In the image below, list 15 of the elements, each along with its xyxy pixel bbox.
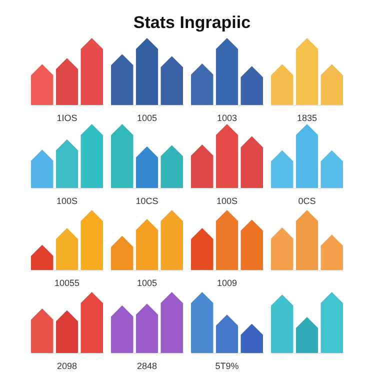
x-axis-title: 1009	[216, 278, 238, 288]
x-axis-title: 1005	[136, 113, 158, 123]
x-axis-title: 5T9%	[215, 361, 239, 371]
x-axis-title: 1835	[296, 113, 318, 123]
x-axis-title: 1IOS	[56, 113, 78, 123]
x-axis-title: 0CS	[298, 196, 316, 206]
x-axis-title: 100S	[56, 196, 78, 206]
x-axis-title: 2848	[136, 361, 158, 371]
text: Stats Ingrapiic	[133, 13, 251, 32]
x-axis-title: 100S	[216, 196, 238, 206]
x-axis-title: 10055	[54, 278, 80, 288]
x-axis-title: 10CS	[136, 196, 158, 206]
x-axis-title: 2098	[56, 361, 78, 371]
x-axis-title: 1003	[216, 113, 238, 123]
x-axis-title: 1005	[136, 278, 158, 288]
